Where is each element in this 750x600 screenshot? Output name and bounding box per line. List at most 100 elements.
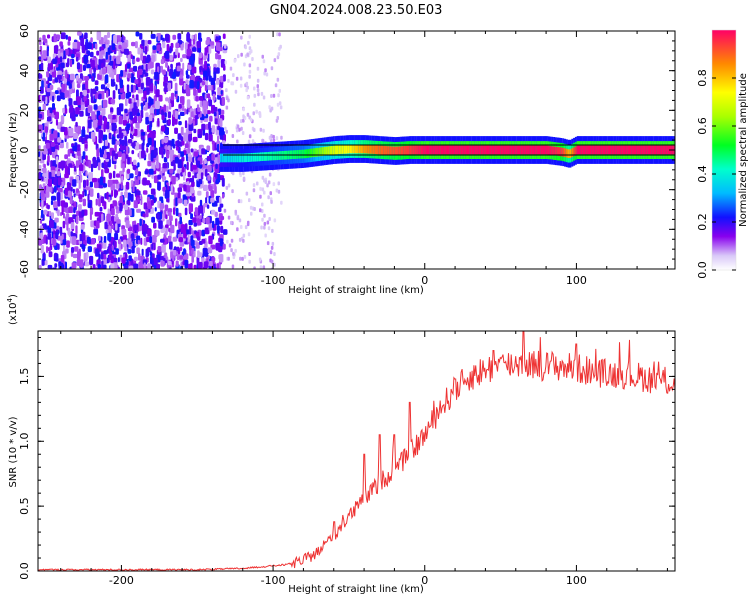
heat-cell — [261, 54, 264, 59]
heat-cell — [206, 93, 211, 99]
heat-cell — [70, 222, 75, 230]
heat-cell — [251, 139, 255, 144]
heat-cell — [266, 220, 270, 225]
heat-cell — [193, 128, 197, 134]
heat-cell — [63, 50, 66, 57]
heat-cell — [197, 261, 203, 269]
heat-cell — [40, 244, 44, 254]
heat-cell — [107, 179, 113, 188]
heat-cell — [51, 212, 54, 219]
heat-cell — [236, 153, 239, 163]
heat-cell — [120, 92, 125, 100]
heat-cell — [107, 65, 112, 74]
heat-cell — [121, 153, 126, 162]
heat-cell — [245, 88, 248, 93]
heat-cell — [101, 62, 104, 69]
heat-cell — [180, 96, 185, 104]
heat-cell — [363, 144, 366, 154]
heat-cell — [85, 171, 88, 177]
heat-cell — [204, 47, 208, 56]
heat-cell — [278, 101, 282, 106]
heat-cell — [164, 209, 167, 216]
heat-cell — [165, 62, 168, 68]
heat-cell — [94, 80, 99, 86]
heat-cell — [180, 126, 184, 136]
heat-cell — [79, 164, 84, 171]
heat-cell — [119, 132, 124, 139]
heat-cell — [61, 233, 64, 240]
heat-cell — [242, 114, 245, 119]
heat-cell — [92, 160, 98, 168]
heat-cell — [158, 220, 163, 229]
heat-cell — [272, 134, 275, 139]
heat-cell — [234, 89, 238, 94]
heat-cell — [190, 235, 194, 241]
heat-cell — [186, 99, 191, 108]
heat-cell — [142, 138, 145, 146]
heat-cell — [38, 145, 41, 150]
heat-cell — [271, 241, 275, 246]
heat-cell — [131, 97, 135, 103]
heat-cell — [67, 167, 70, 176]
heat-cell — [594, 145, 597, 155]
heat-cell — [142, 69, 146, 75]
heat-cell — [66, 222, 69, 231]
heat-cell — [149, 61, 153, 69]
heat-cell — [69, 73, 75, 81]
heat-cell — [203, 70, 208, 77]
heat-cell — [59, 226, 63, 234]
heat-cell — [189, 57, 194, 65]
heat-cell — [199, 199, 203, 207]
heat-cell — [151, 174, 154, 179]
heat-cell — [151, 138, 155, 147]
heat-cell — [325, 146, 328, 156]
heat-cell — [273, 262, 276, 267]
snr-frame — [37, 330, 676, 572]
heat-cell — [249, 205, 253, 210]
heat-cell — [298, 149, 301, 159]
heat-cell — [210, 190, 215, 199]
snr-series — [38, 331, 675, 571]
heat-cell — [118, 44, 122, 50]
heat-cell — [231, 264, 235, 269]
heat-cell — [86, 179, 89, 187]
heat-cell — [72, 81, 75, 90]
heat-cell — [175, 207, 179, 217]
heat-cell — [418, 145, 421, 155]
heat-cell — [217, 54, 222, 60]
heat-cell — [246, 95, 250, 100]
heat-cell — [253, 102, 256, 107]
heat-cell — [574, 146, 577, 156]
heat-cell — [91, 76, 94, 81]
heat-cell — [81, 129, 86, 137]
heat-cell — [187, 263, 192, 269]
heat-cell — [102, 240, 107, 249]
heat-cell — [51, 71, 57, 78]
heat-cell — [47, 155, 50, 163]
heat-cell — [163, 76, 168, 83]
heat-cell — [236, 227, 239, 232]
heat-cell — [188, 219, 193, 226]
heat-cell — [667, 145, 670, 155]
heat-cell — [260, 91, 264, 96]
heat-cell — [57, 199, 61, 207]
heat-cell — [101, 260, 104, 269]
heat-cell — [114, 232, 119, 241]
heat-cell — [256, 84, 259, 89]
heat-cell — [190, 186, 195, 194]
heat-cell — [85, 80, 89, 90]
heat-cell — [511, 145, 514, 155]
heat-cell — [45, 142, 50, 149]
heat-cell — [107, 47, 111, 55]
heat-cell — [165, 33, 170, 42]
heat-cell — [239, 83, 243, 88]
heat-cell — [73, 193, 76, 198]
heat-cell — [93, 67, 96, 73]
heat-cell — [193, 264, 197, 269]
x-tick-label: 100 — [566, 574, 587, 587]
heat-cell — [184, 207, 188, 216]
heat-cell — [137, 47, 142, 55]
spectrogram-y-axis: -60 -40 -20 0 20 40 60 — [18, 24, 675, 278]
snr-panel: -200 -100 0 100 0.0 0.5 1.0 1.5 Height of stra… — [6, 294, 676, 595]
heat-cell — [80, 174, 83, 183]
